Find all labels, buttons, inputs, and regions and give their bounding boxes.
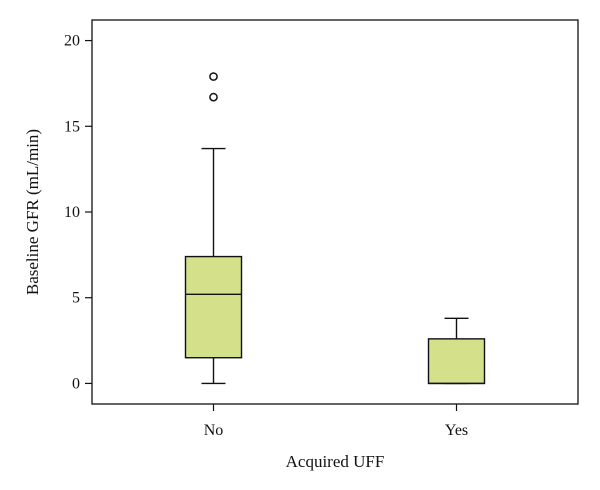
outlier-point — [209, 72, 218, 81]
box-group — [184, 72, 243, 385]
box-group — [427, 317, 486, 385]
plot-frame — [91, 19, 579, 405]
y-tick-label: 10 — [64, 204, 80, 221]
x-tick-label: Yes — [445, 422, 468, 439]
y-axis-title: Baseline GFR (mL/min) — [23, 129, 42, 295]
outlier-point — [209, 92, 218, 102]
iqr-box — [184, 255, 243, 359]
x-tick-label: No — [204, 422, 224, 439]
x-axis: No Yes — [204, 404, 468, 439]
y-tick-label: 5 — [72, 290, 80, 307]
y-tick-label: 20 — [64, 33, 80, 50]
x-axis-title: Acquired UFF — [286, 452, 385, 471]
iqr-box — [427, 338, 486, 385]
y-tick-label: 15 — [64, 118, 80, 135]
y-axis: 0 5 10 15 20 — [64, 33, 92, 392]
y-tick-label: 0 — [72, 375, 80, 392]
boxes — [184, 72, 486, 385]
